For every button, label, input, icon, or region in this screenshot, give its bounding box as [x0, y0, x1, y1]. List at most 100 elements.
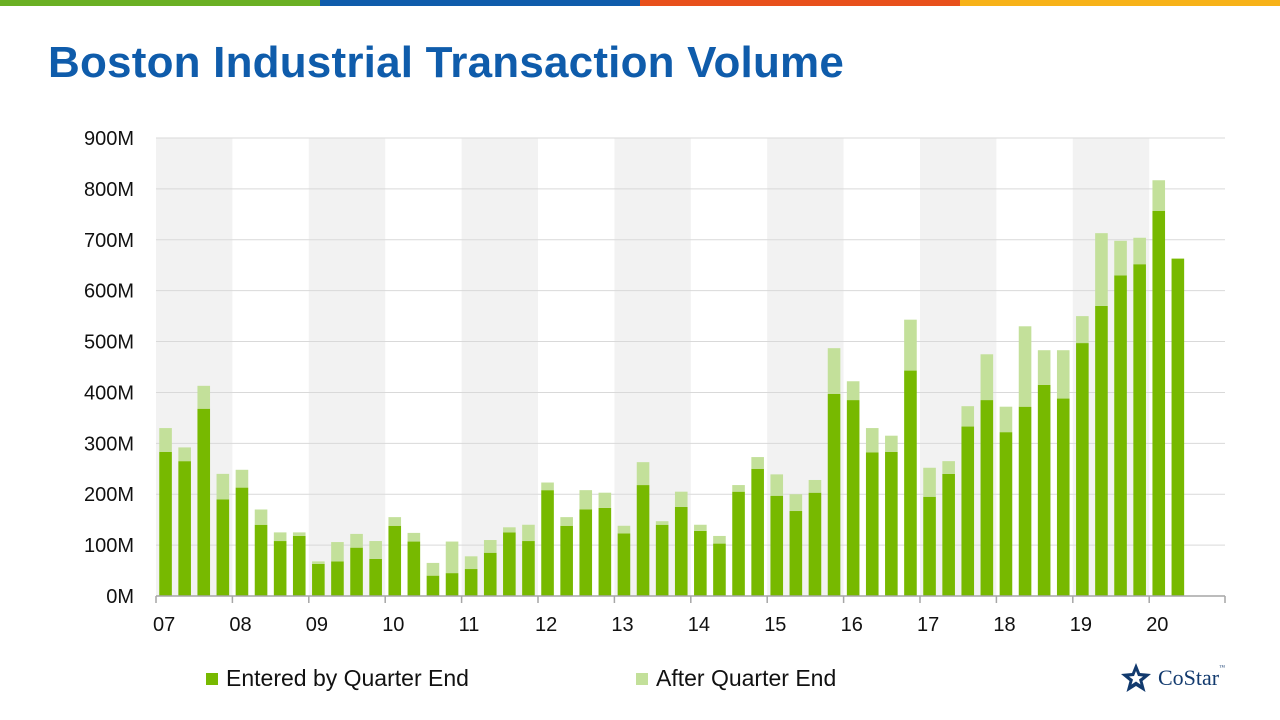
x-tick-label: 14 [688, 614, 710, 636]
bar-after [464, 556, 478, 570]
bar-entered [598, 507, 612, 596]
bar-entered [522, 541, 535, 596]
bar-entered [655, 524, 669, 596]
bar-entered [751, 468, 764, 596]
bar-after [331, 542, 344, 562]
bar-entered [541, 490, 554, 596]
bar-after [426, 562, 440, 576]
bar-entered [980, 400, 994, 596]
bar-after [407, 532, 421, 542]
bar-after [388, 517, 402, 526]
bar-entered [770, 495, 784, 596]
bar-entered [1076, 343, 1089, 596]
bar-after [292, 532, 306, 536]
y-tick-label: 700M [84, 230, 134, 252]
bar-entered [464, 569, 478, 596]
bar-entered [999, 432, 1013, 596]
bar-after [694, 524, 707, 531]
bar-entered [560, 525, 573, 596]
stripe-orange [640, 0, 960, 6]
bar-after [560, 517, 573, 526]
x-tick-label: 07 [153, 614, 175, 636]
bar-entered [312, 563, 325, 596]
year-band [461, 138, 538, 596]
bar-entered [1114, 275, 1127, 596]
bar-entered [1018, 406, 1032, 596]
stripe-yellow [960, 0, 1280, 6]
bar-entered [159, 451, 172, 596]
bar-after [789, 494, 803, 512]
legend-label-after: After Quarter End [656, 665, 837, 691]
bar-entered [445, 573, 459, 596]
bar-entered [235, 487, 249, 596]
bar-entered [503, 532, 516, 596]
bar-entered [617, 533, 631, 596]
bar-after [751, 457, 764, 469]
legend-swatch-entered [206, 672, 218, 685]
year-band [308, 138, 386, 596]
bar-after [235, 469, 249, 488]
x-tick-label: 19 [1070, 614, 1092, 636]
bar-entered [923, 496, 936, 596]
bar-after [312, 561, 325, 564]
y-tick-label: 0M [106, 586, 134, 608]
bar-entered [827, 393, 841, 596]
legend-after: After Quarter End [636, 665, 836, 692]
bar-entered [350, 547, 363, 596]
bar-after [980, 354, 994, 401]
y-tick-label: 200M [84, 484, 134, 506]
bar-entered [1152, 210, 1166, 596]
bar-after [636, 462, 650, 486]
y-tick-label: 800M [84, 179, 134, 201]
bar-entered [694, 530, 707, 596]
x-tick-label: 11 [459, 614, 480, 636]
bar-entered [273, 541, 287, 596]
bar-entered [369, 558, 382, 596]
bar-entered [254, 524, 268, 596]
bar-after [503, 527, 516, 533]
x-tick-label: 15 [764, 614, 786, 636]
bar-entered [961, 426, 975, 596]
legend-label-entered: Entered by Quarter End [226, 665, 469, 691]
bar-after [216, 473, 230, 500]
y-tick-label: 600M [84, 281, 134, 303]
page-title: Boston Industrial Transaction Volume [48, 38, 845, 87]
bar-after [770, 474, 784, 496]
bar-after [1114, 240, 1127, 276]
y-tick-label: 100M [84, 535, 134, 557]
bar-after [942, 461, 955, 474]
bar-entered [1056, 398, 1070, 596]
bar-entered [331, 561, 344, 596]
bar-entered [579, 509, 593, 596]
bar-after [541, 482, 554, 491]
top-color-stripe [0, 0, 1280, 6]
bar-after [369, 541, 382, 559]
x-tick-label: 16 [841, 614, 863, 636]
bar-after [445, 541, 459, 574]
bar-entered [846, 400, 860, 596]
y-tick-label: 300M [84, 433, 134, 455]
bar-entered [674, 506, 688, 596]
bar-entered [885, 451, 898, 596]
x-tick-label: 20 [1146, 614, 1168, 636]
bar-after [598, 492, 612, 508]
legend-swatch-after [636, 672, 648, 685]
bar-entered [732, 491, 745, 596]
bar-after [1076, 316, 1089, 344]
bar-after [808, 479, 822, 493]
bar-after [827, 348, 841, 394]
stripe-green [0, 0, 320, 6]
x-tick-label: 13 [611, 614, 633, 636]
bar-entered [789, 511, 803, 596]
bar-entered [865, 452, 879, 596]
bar-entered [388, 525, 402, 596]
bar-after [1095, 233, 1108, 306]
bar-entered [178, 461, 191, 596]
costar-logo: CoStar™ [1120, 662, 1225, 694]
x-tick-label: 17 [917, 614, 939, 636]
bar-entered [483, 552, 497, 596]
costar-star-icon [1121, 663, 1151, 692]
bar-after [579, 490, 593, 510]
y-tick-label: 900M [84, 128, 134, 150]
